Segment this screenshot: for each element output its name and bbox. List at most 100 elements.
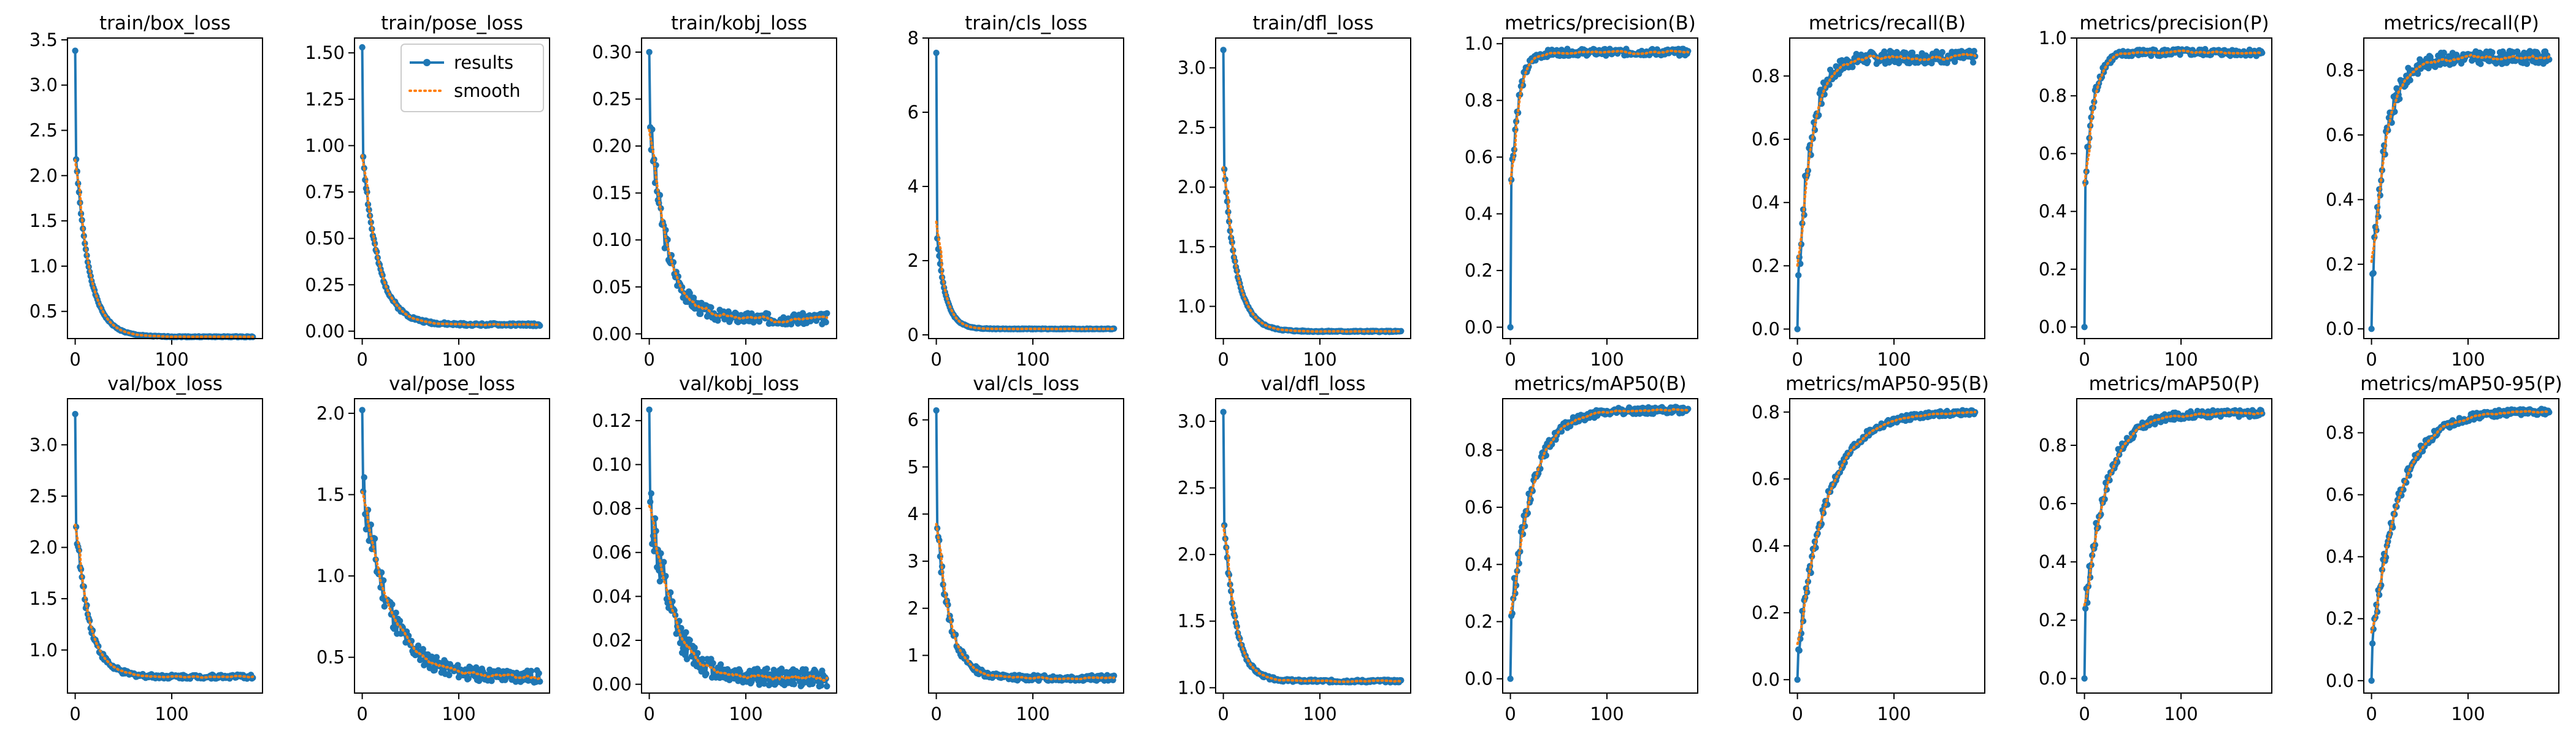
subplot-11: val/kobj_loss 0.00 0.02 0.04 0.06 0.08 0.10 0.1… <box>592 373 837 724</box>
results-point <box>680 645 686 652</box>
results-point <box>799 310 807 316</box>
results-line <box>1222 50 1401 334</box>
results-point <box>1796 647 1803 654</box>
y-tick-label: 0.15 <box>592 183 632 204</box>
y-tick-label: 2.0 <box>29 165 58 186</box>
y-tick-label: 0.02 <box>592 630 632 651</box>
smooth-line <box>2083 410 2264 607</box>
subplot-0: train/box_loss 0.5 1.0 1.5 2.0 2.5 3.0 3.5 0 100 <box>29 12 263 370</box>
subplot-15: metrics/mAP50-95(B) 0.0 0.2 0.4 0.6 0.8 0 100 <box>1752 373 1989 724</box>
y-tick-label: 0.10 <box>592 229 632 250</box>
results-point <box>657 550 664 557</box>
y-tick-label: 2.5 <box>1178 478 1206 499</box>
y-tick-label: 0.6 <box>1465 147 1493 167</box>
x-tick-label: 0 <box>2366 349 2377 370</box>
results-point <box>646 406 653 413</box>
subplot-14: metrics/mAP50(B) 0.0 0.2 0.4 0.6 0.8 0 100 <box>1465 373 1698 724</box>
y-tick-label: 0.50 <box>305 228 345 249</box>
y-tick-label: 0.8 <box>1752 402 1780 423</box>
y-tick-label: 0.2 <box>1752 602 1780 623</box>
results-point <box>694 650 701 657</box>
axes-frame <box>67 398 263 694</box>
y-tick-label: 0.5 <box>29 301 58 322</box>
y-tick-label: 0.2 <box>2326 608 2354 629</box>
subplot-title: metrics/precision(B) <box>1505 12 1696 34</box>
results-line <box>648 409 829 688</box>
results-point <box>1794 676 1801 683</box>
axes-frame <box>928 398 1124 694</box>
results-point <box>1881 48 1888 55</box>
y-tick-label: 2 <box>908 598 919 619</box>
y-tick-label: 0.0 <box>2039 316 2067 337</box>
subplot-title: metrics/mAP50(B) <box>1514 373 1686 395</box>
results-point <box>2477 61 2484 67</box>
results-point <box>708 304 715 311</box>
x-tick-label: 0 <box>643 349 654 370</box>
smooth-line <box>361 154 542 326</box>
subplot-12: val/cls_loss 1 2 3 4 5 6 0 100 <box>908 373 1124 724</box>
results-point <box>488 677 495 684</box>
x-tick-label: 0 <box>69 703 80 724</box>
results-line <box>2083 48 2263 328</box>
x-tick-label: 0 <box>930 703 941 724</box>
results-point <box>933 407 940 414</box>
subplot-9: val/box_loss 1.0 1.5 2.0 2.5 3.0 0 100 <box>29 373 263 724</box>
results-point <box>764 665 770 672</box>
results-point <box>646 48 653 56</box>
smooth-line <box>74 523 255 679</box>
results-point <box>703 670 710 677</box>
smooth-line <box>2370 53 2551 263</box>
results-point <box>2259 49 2266 56</box>
y-tick-label: 1.0 <box>1465 33 1493 54</box>
legend-box <box>401 44 544 112</box>
subplot-17: metrics/mAP50-95(P) 0.0 0.2 0.4 0.6 0.8 0 100 <box>2326 373 2563 724</box>
y-tick-label: 0.0 <box>1752 319 1780 340</box>
y-tick-label: 0.0 <box>2326 318 2354 339</box>
axes-frame <box>641 37 837 339</box>
x-tick-label: 0 <box>1505 349 1516 370</box>
results-point <box>2368 677 2375 684</box>
x-tick-label: 100 <box>2451 703 2485 724</box>
results-point <box>1220 47 1227 53</box>
axes-frame <box>2363 37 2559 339</box>
y-tick-label: 0.06 <box>592 542 632 563</box>
subplot-4: train/dfl_loss 1.0 1.5 2.0 2.5 3.0 0 100 <box>1178 12 1411 370</box>
y-tick-label: 1.5 <box>29 588 58 609</box>
y-tick-label: 3 <box>908 551 919 572</box>
y-tick-label: 1.0 <box>1178 296 1206 317</box>
x-tick-label: 0 <box>1217 703 1229 724</box>
y-tick-label: 6 <box>908 102 919 123</box>
x-tick-label: 100 <box>155 703 188 724</box>
y-tick-label: 0.4 <box>1752 535 1780 556</box>
y-tick-label: 0.4 <box>2326 546 2354 567</box>
y-tick-label: 3.0 <box>1178 411 1206 432</box>
x-tick-label: 100 <box>1877 703 1911 724</box>
y-tick-label: 0.25 <box>305 274 345 295</box>
results-point <box>1858 51 1865 58</box>
y-tick-label: 1.5 <box>316 484 345 505</box>
x-tick-label: 100 <box>2451 349 2485 370</box>
axes-frame <box>354 398 550 694</box>
subplot-title: val/pose_loss <box>389 373 515 395</box>
x-tick-label: 100 <box>1303 703 1336 724</box>
y-tick-label: 0.0 <box>2039 668 2067 689</box>
results-point <box>737 312 745 319</box>
y-tick-label: 0.8 <box>2326 423 2354 443</box>
results-point <box>710 660 716 667</box>
y-tick-label: 0 <box>908 324 919 345</box>
x-tick-label: 100 <box>1590 703 1623 724</box>
results-point <box>1969 59 1977 66</box>
results-point <box>686 289 693 297</box>
smooth-line <box>1222 524 1403 683</box>
y-tick-label: 1.50 <box>305 42 345 63</box>
y-tick-label: 1.5 <box>1178 236 1206 257</box>
subplot-title: train/cls_loss <box>965 12 1087 34</box>
results-point <box>697 310 704 317</box>
y-tick-label: 1.0 <box>2039 28 2067 48</box>
results-point <box>1939 48 1945 56</box>
results-point <box>673 631 680 637</box>
y-tick-label: 6 <box>908 410 919 431</box>
results-point <box>756 318 763 325</box>
results-line <box>935 410 1116 682</box>
results-point <box>646 499 654 505</box>
